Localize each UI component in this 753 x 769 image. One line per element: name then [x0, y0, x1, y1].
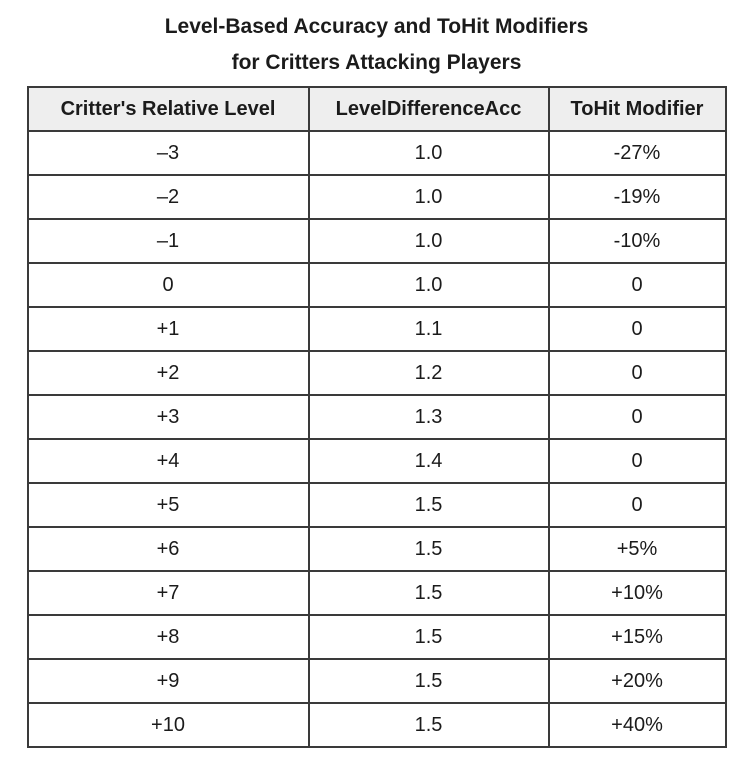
table-row: +4 1.4 0: [26, 438, 727, 484]
page-title-line-2: for Critters Attacking Players: [231, 51, 522, 74]
table-cell: 0: [547, 394, 727, 440]
accuracy-modifiers-table: Critter's Relative Level LevelDifferenceA…: [26, 86, 727, 748]
table-cell: +1: [26, 306, 310, 352]
table-cell: +15%: [547, 614, 727, 660]
table-row: +2 1.2 0: [26, 350, 727, 396]
table-cell: –1: [26, 218, 310, 264]
table-cell: -19%: [547, 174, 727, 220]
table-cell: 1.5: [307, 658, 550, 704]
table-row: +9 1.5 +20%: [26, 658, 727, 704]
table-cell: -27%: [547, 130, 727, 176]
table-cell: 0: [547, 482, 727, 528]
table-cell: 1.0: [307, 130, 550, 176]
table-cell: 0: [547, 350, 727, 396]
table-row: +5 1.5 0: [26, 482, 727, 528]
table-row: +10 1.5 +40%: [26, 702, 727, 748]
table-cell: 1.5: [307, 702, 550, 748]
table-header-row: Critter's Relative Level LevelDifferenceA…: [26, 86, 727, 132]
table-cell: 0: [547, 306, 727, 352]
table-cell: +40%: [547, 702, 727, 748]
table-cell: +20%: [547, 658, 727, 704]
table-cell: 1.5: [307, 482, 550, 528]
table-cell: +10%: [547, 570, 727, 616]
column-header: ToHit Modifier: [547, 86, 727, 132]
column-header: Critter's Relative Level: [26, 86, 310, 132]
table-row: +7 1.5 +10%: [26, 570, 727, 616]
table-cell: 1.0: [307, 218, 550, 264]
column-header: LevelDifferenceAcc: [307, 86, 550, 132]
table-cell: +2: [26, 350, 310, 396]
page-title: Level-Based Accuracy and ToHit Modifiers…: [0, 0, 753, 81]
table-row: +3 1.3 0: [26, 394, 727, 440]
table-cell: 1.5: [307, 614, 550, 660]
table-cell: 0: [547, 262, 727, 308]
table-cell: 1.0: [307, 174, 550, 220]
table-row: +6 1.5 +5%: [26, 526, 727, 572]
table-cell: 1.3: [307, 394, 550, 440]
table-cell: +3: [26, 394, 310, 440]
table-cell: -10%: [547, 218, 727, 264]
page-title-line-1: Level-Based Accuracy and ToHit Modifiers: [164, 15, 589, 38]
table-cell: –2: [26, 174, 310, 220]
table-row: +8 1.5 +15%: [26, 614, 727, 660]
table-cell: 1.5: [307, 526, 550, 572]
table-row: –3 1.0 -27%: [26, 130, 727, 176]
table-row: –1 1.0 -10%: [26, 218, 727, 264]
table-row: –2 1.0 -19%: [26, 174, 727, 220]
table-cell: +10: [26, 702, 310, 748]
table-cell: 1.2: [307, 350, 550, 396]
table-cell: +6: [26, 526, 310, 572]
table-cell: +5%: [547, 526, 727, 572]
table-cell: 0: [26, 262, 310, 308]
table-cell: 1.1: [307, 306, 550, 352]
table-cell: +8: [26, 614, 310, 660]
table-cell: +4: [26, 438, 310, 484]
table-cell: 1.5: [307, 570, 550, 616]
table-cell: 1.4: [307, 438, 550, 484]
table-cell: –3: [26, 130, 310, 176]
table-cell: 1.0: [307, 262, 550, 308]
table-row: 0 1.0 0: [26, 262, 727, 308]
table-body: –3 1.0 -27% –2 1.0 -19% –1 1.0 -10% 0 1.0 0 +1 1.1 0 +2…: [26, 130, 727, 748]
table-cell: +5: [26, 482, 310, 528]
table-row: +1 1.1 0: [26, 306, 727, 352]
table-cell: 0: [547, 438, 727, 484]
table-cell: +7: [26, 570, 310, 616]
table-header: Critter's Relative Level LevelDifferenceA…: [26, 86, 727, 132]
table-cell: +9: [26, 658, 310, 704]
